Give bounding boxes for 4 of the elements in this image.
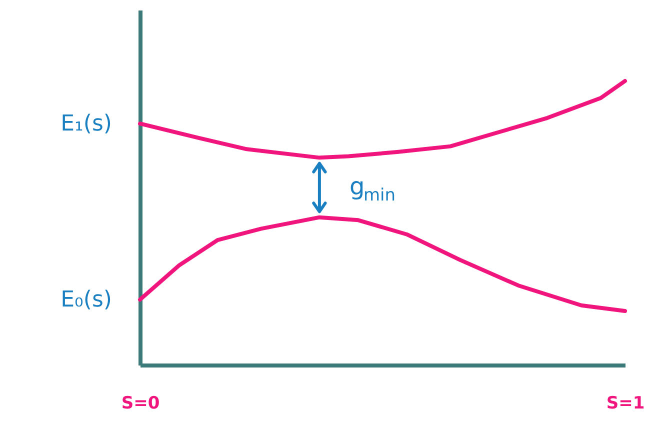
x-tick-label: S=0: [121, 394, 160, 414]
series-label: E₀(s): [60, 288, 112, 313]
series-label: E₁(s): [60, 112, 112, 137]
x-tick-label: S=1: [606, 394, 645, 414]
